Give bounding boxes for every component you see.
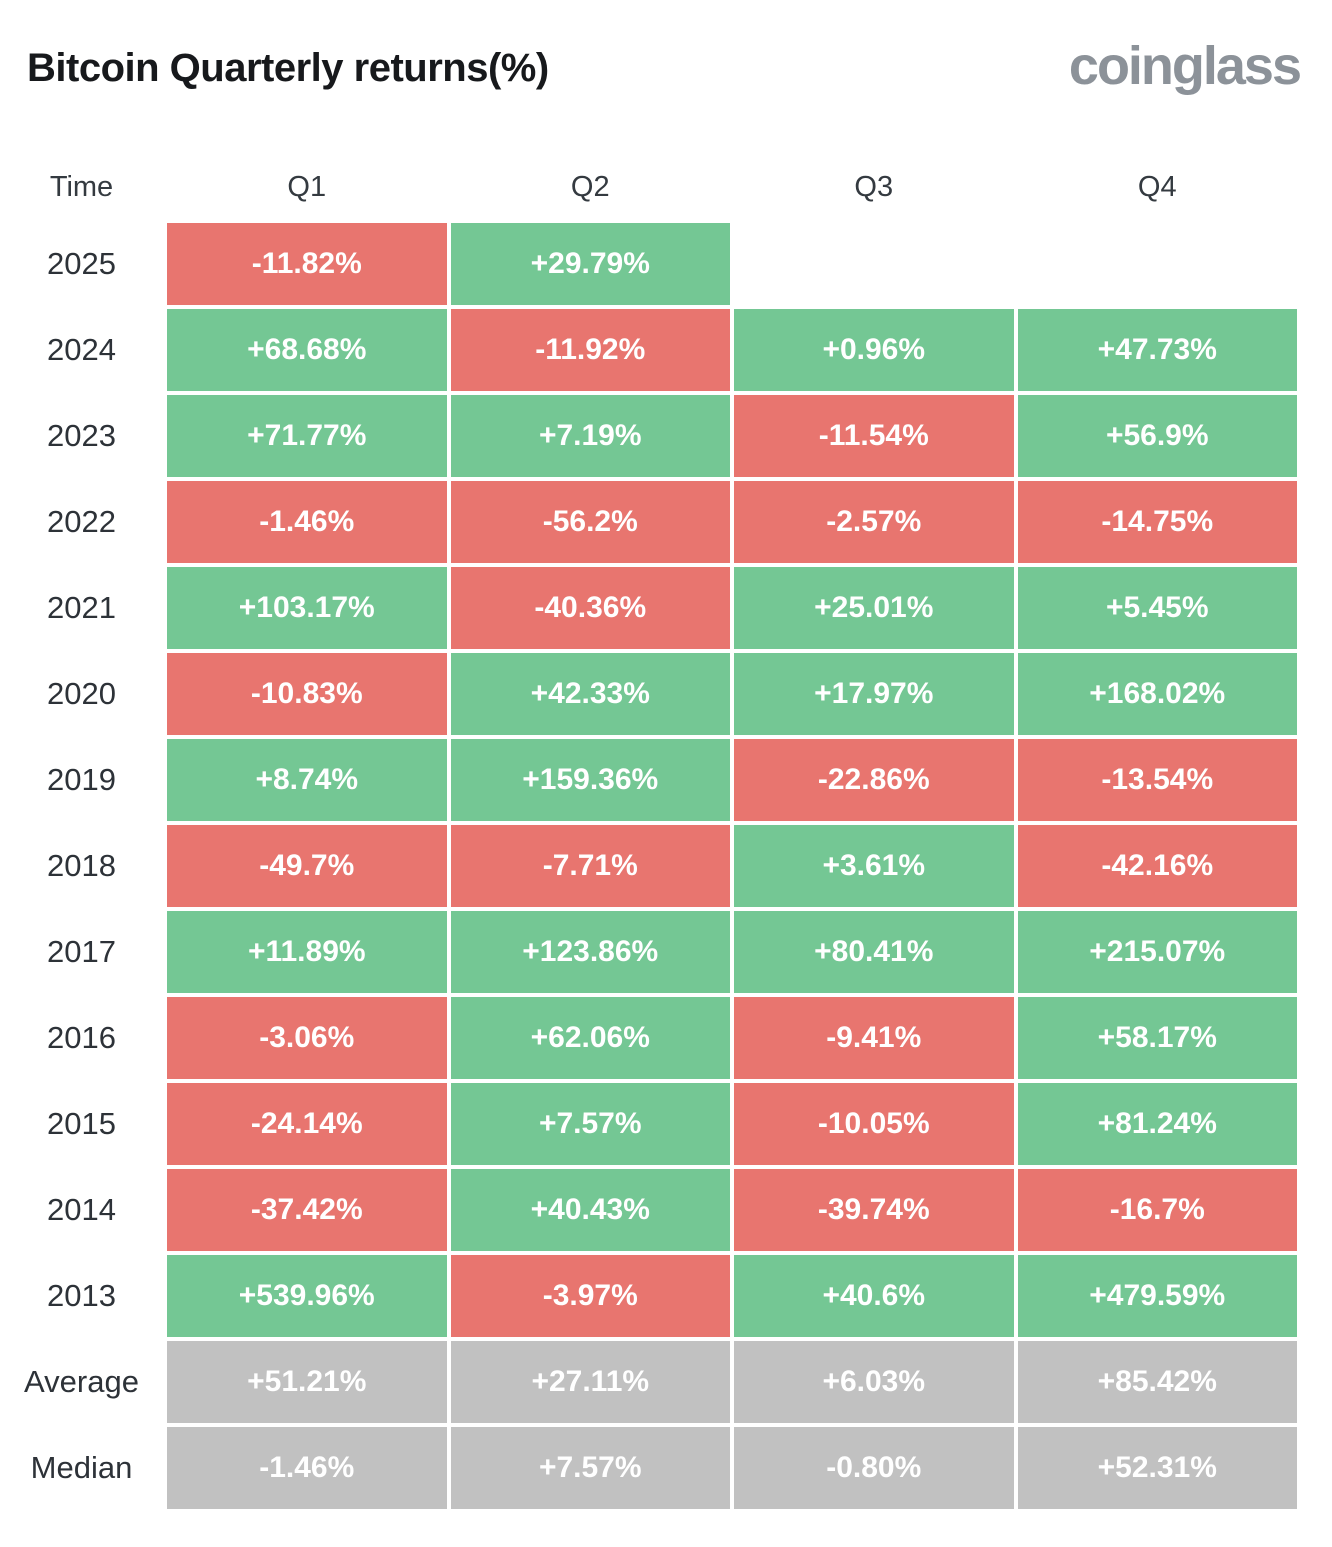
return-cell: -22.86% (734, 738, 1014, 821)
row-label-2023: 2023 (47, 417, 116, 453)
return-cell: +52.31% (1017, 1426, 1297, 1509)
return-cell: +7.57% (450, 1082, 730, 1165)
return-cell: +58.17% (1017, 996, 1297, 1079)
row-label-2022: 2022 (47, 503, 116, 539)
return-cell: -56.2% (450, 480, 730, 563)
return-cell: +539.96% (167, 1254, 447, 1337)
column-header-q3: Q3 (854, 171, 894, 204)
row-label-2016: 2016 (47, 1019, 116, 1055)
return-cell: -11.54% (734, 394, 1014, 477)
return-cell: +123.86% (450, 910, 730, 993)
row-label-2013: 2013 (47, 1277, 116, 1313)
column-header-q2: Q2 (570, 171, 610, 204)
return-cell: +6.03% (734, 1340, 1014, 1423)
return-cell: +80.41% (734, 910, 1014, 993)
return-cell: +71.77% (167, 394, 447, 477)
return-cell: -24.14% (167, 1082, 447, 1165)
return-cell: -42.16% (1017, 824, 1297, 907)
return-cell: +47.73% (1017, 308, 1297, 391)
row-label-2020: 2020 (47, 675, 116, 711)
return-cell: +103.17% (167, 566, 447, 649)
return-cell: -1.46% (167, 1426, 447, 1509)
return-cell: -9.41% (734, 996, 1014, 1079)
row-label-2019: 2019 (47, 761, 116, 797)
return-cell: +56.9% (1017, 394, 1297, 477)
return-cell: +62.06% (450, 996, 730, 1079)
return-cell: +159.36% (450, 738, 730, 821)
row-label-median: Median (30, 1449, 133, 1485)
return-cell: +7.19% (450, 394, 730, 477)
return-cell: +3.61% (734, 824, 1014, 907)
page-title: Bitcoin Quarterly returns(%) (27, 46, 549, 90)
return-cell: -11.92% (450, 308, 730, 391)
row-label-2021: 2021 (47, 589, 116, 625)
row-label-average: Average (24, 1363, 139, 1399)
return-cell: +7.57% (450, 1426, 730, 1509)
return-cell (734, 223, 1014, 305)
coinglass-logo: coinglass (1068, 36, 1302, 96)
column-header-q1: Q1 (287, 171, 327, 204)
return-cell: +81.24% (1017, 1082, 1297, 1165)
header: Bitcoin Quarterly returns(%) coinglass (0, 0, 1332, 96)
returns-table: Time Q1 Q2 Q3 Q4 2025 -11.82% +29.79% 2024 +… (0, 157, 1297, 1509)
return-cell: +40.6% (734, 1254, 1014, 1337)
return-cell: -10.83% (167, 652, 447, 735)
row-label-2014: 2014 (47, 1191, 116, 1227)
row-label-2015: 2015 (47, 1105, 116, 1141)
return-cell: -49.7% (167, 824, 447, 907)
return-cell: -3.06% (167, 996, 447, 1079)
return-cell: -39.74% (734, 1168, 1014, 1251)
return-cell: +25.01% (734, 566, 1014, 649)
return-cell (1018, 223, 1298, 305)
return-cell: +40.43% (450, 1168, 730, 1251)
return-cell: +42.33% (450, 652, 730, 735)
return-cell: +29.79% (450, 222, 730, 305)
return-cell: -13.54% (1017, 738, 1297, 821)
return-cell: -3.97% (450, 1254, 730, 1337)
column-header-q4: Q4 (1137, 171, 1177, 204)
column-header-time: Time (49, 171, 114, 204)
return-cell: +8.74% (167, 738, 447, 821)
row-label-2018: 2018 (47, 847, 116, 883)
row-label-2025: 2025 (47, 245, 116, 281)
return-cell: -37.42% (167, 1168, 447, 1251)
return-cell: +11.89% (167, 910, 447, 993)
return-cell: +168.02% (1017, 652, 1297, 735)
row-label-2024: 2024 (47, 331, 116, 367)
return-cell: -7.71% (450, 824, 730, 907)
return-cell: +215.07% (1017, 910, 1297, 993)
return-cell: +479.59% (1017, 1254, 1297, 1337)
return-cell: -10.05% (734, 1082, 1014, 1165)
return-cell: -40.36% (450, 566, 730, 649)
return-cell: +0.96% (734, 308, 1014, 391)
return-cell: -0.80% (734, 1426, 1014, 1509)
return-cell: +17.97% (734, 652, 1014, 735)
return-cell: -2.57% (734, 480, 1014, 563)
return-cell: +68.68% (167, 308, 447, 391)
return-cell: -14.75% (1017, 480, 1297, 563)
return-cell: +5.45% (1017, 566, 1297, 649)
return-cell: +85.42% (1017, 1340, 1297, 1423)
row-label-2017: 2017 (47, 933, 116, 969)
return-cell: +51.21% (167, 1340, 447, 1423)
return-cell: -16.7% (1017, 1168, 1297, 1251)
return-cell: +27.11% (450, 1340, 730, 1423)
return-cell: -11.82% (167, 222, 447, 305)
return-cell: -1.46% (167, 480, 447, 563)
